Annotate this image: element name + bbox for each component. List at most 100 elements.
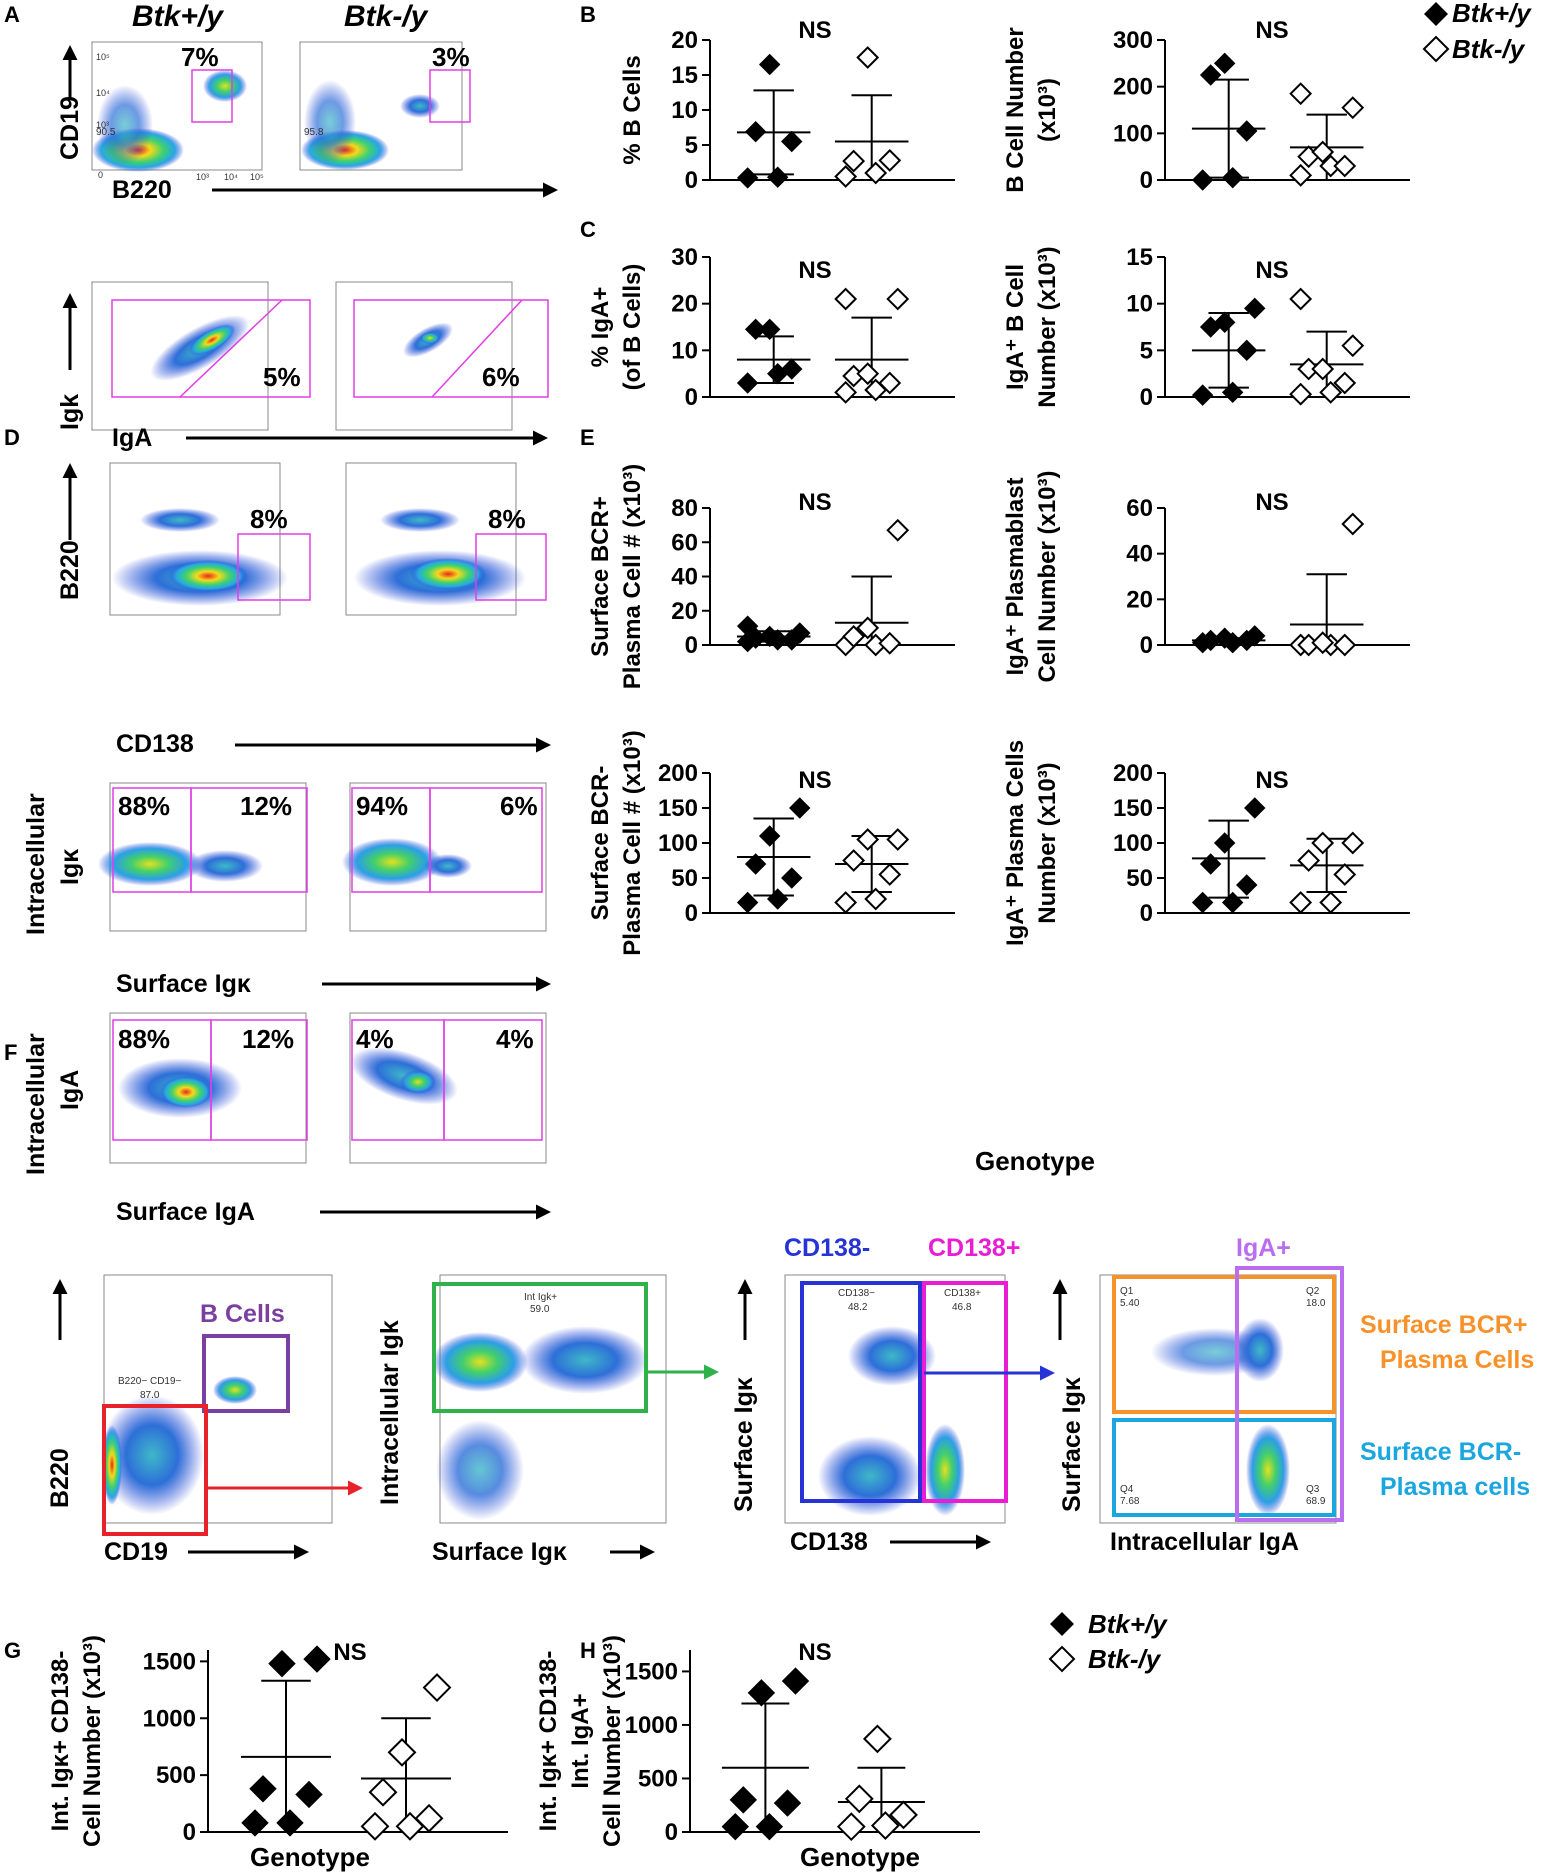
y-axis-label: % B Cells (619, 55, 646, 164)
f2-x-axis: Surface Igκ (432, 1538, 567, 1566)
y-tick-label: 0 (685, 632, 698, 659)
gate-pct-d2-ko-right: 6% (500, 791, 538, 821)
data-point (1341, 831, 1365, 855)
gate-pct-d1-wt: 8% (250, 504, 288, 534)
flow-tick: 10³ (196, 172, 209, 182)
data-point (886, 828, 910, 851)
flow-tick-labels: 10⁵ 10⁴ 10³ 0 10³ 10⁴ 10⁵ (96, 52, 264, 182)
data-point (834, 891, 858, 914)
axis-label-intracellular-igk-1: Intracellular (22, 793, 50, 935)
flow-plot-d2-ko (342, 782, 547, 932)
f2-y-axis: Intracellular Igk (376, 1320, 404, 1505)
scatter-chart-e3: 0 50 100 150 200 Surface BCR- Plasma Cell # (x… (587, 730, 955, 956)
data-point (1236, 120, 1258, 142)
flow-plot-d2-wt (98, 782, 308, 932)
data-point (1199, 853, 1222, 875)
legend-bottom: Btk+/y Btk-/y (1048, 1609, 1168, 1674)
y-tick-label: 1500 (625, 1658, 678, 1685)
y-tick-label: 10 (1126, 291, 1153, 318)
y-axis-label: IgA⁺ Plasma Cells (1002, 740, 1029, 946)
flow-tick: 10⁵ (250, 172, 264, 182)
data-point (1333, 863, 1357, 886)
y-tick-label: 150 (1113, 795, 1153, 822)
flow-plot-d1-ko (345, 462, 547, 616)
axis-label-b220-a: B220 (112, 176, 172, 204)
data-point (842, 849, 866, 872)
data-point (856, 616, 880, 640)
panel-letter-g: G (4, 1638, 21, 1663)
data-point (864, 887, 888, 911)
data-point (856, 828, 880, 851)
data-point (836, 1812, 866, 1842)
data-point (422, 1673, 452, 1702)
y-tick-label: 40 (671, 564, 698, 591)
gate-pct-d1-ko: 8% (488, 504, 526, 534)
y-axis-label: Cell Number (x10³) (79, 1635, 106, 1847)
f4-y-axis: Surface Igκ (1058, 1377, 1086, 1512)
flow-plot-f1: B220− CD19− 87.0 (100, 1274, 333, 1536)
scatter-chart-b2: 0 100 200 300 B Cell Number (x10³) NS (1002, 17, 1410, 194)
data-point (878, 371, 902, 395)
data-point (789, 797, 811, 819)
y-tick-label: 500 (156, 1762, 196, 1789)
data-point (1341, 96, 1365, 120)
y-tick-label: 20 (1126, 586, 1153, 613)
data-point (758, 318, 781, 341)
axis-label-intracellular-iga-2: IgA (56, 1070, 84, 1110)
data-point (1221, 891, 1244, 914)
data-point (1333, 154, 1357, 178)
f4-q4: Q4 (1120, 1484, 1134, 1495)
gate-pct-a1-ko: 3% (432, 42, 470, 72)
y-tick-label: 200 (658, 760, 698, 787)
data-point (736, 167, 759, 189)
data-point (755, 1812, 784, 1841)
flow-plot-a2-ko (335, 281, 549, 431)
f3-y-axis: Surface Igκ (730, 1377, 758, 1512)
scatter-chart-e4: 0 50 100 150 200 IgA⁺ Plasma Cells Number (x10… (1002, 740, 1410, 946)
y-tick-label: 5 (685, 132, 698, 159)
y-axis-label: Int. Igκ+ CD138- (47, 1651, 74, 1832)
f4-bcr-pos-2: Plasma Cells (1380, 1346, 1534, 1374)
y-tick-label: 60 (671, 529, 698, 556)
y-axis-label: IgA⁺ Plasmablast (1002, 477, 1029, 675)
f2-gate-label: Int Igk+ (524, 1292, 557, 1303)
data-point (295, 1780, 323, 1809)
gate-pct-d3-wt-left: 88% (118, 1024, 170, 1054)
legend-bottom-wt-marker (1050, 1612, 1074, 1636)
data-point (387, 1737, 417, 1767)
data-point (268, 1649, 296, 1678)
y-tick-label: 500 (638, 1765, 678, 1792)
data-point (1289, 891, 1313, 914)
y-tick-label: 0 (1140, 900, 1153, 927)
f4-q3: Q3 (1306, 1484, 1320, 1495)
y-axis-label: B Cell Number (1002, 27, 1029, 192)
ns-label: NS (1255, 489, 1288, 516)
data-point (781, 130, 803, 153)
f3-neg-value: 48.2 (848, 1302, 868, 1313)
data-point (842, 625, 866, 648)
panel-letter-e: E (580, 425, 595, 450)
data-point (1213, 52, 1236, 75)
panel-letter-c: C (580, 217, 596, 242)
panel-letter-b: B (580, 2, 596, 27)
y-axis-label: Number (x10³) (1034, 246, 1061, 407)
legend-top-ko: Btk-/y (1452, 34, 1526, 64)
data-point (1319, 380, 1343, 404)
data-point (1213, 627, 1236, 649)
y-tick-label: 0 (685, 900, 698, 927)
panel-letter-f: F (4, 1040, 17, 1065)
data-point (303, 1645, 331, 1673)
gate-side-value-ko: 95.8 (304, 127, 324, 138)
legend-top-ko-marker (1422, 35, 1450, 63)
y-tick-label: 0 (665, 1819, 678, 1846)
y-axis-label: IgA⁺ B Cell (1002, 264, 1029, 390)
data-point (842, 149, 866, 173)
panel-letter-a: A (4, 2, 20, 27)
f4-q1-value: 5.40 (1120, 1298, 1140, 1309)
axis-label-cd138: CD138 (116, 730, 194, 758)
flow-plot-f2: Int Igk+ 59.0 (432, 1274, 667, 1524)
f3-x-axis: CD138 (790, 1528, 868, 1556)
y-axis-label: % IgA+ (587, 287, 614, 368)
scatter-chart-b1: 0 5 10 15 20 % B Cells NS (619, 17, 955, 194)
